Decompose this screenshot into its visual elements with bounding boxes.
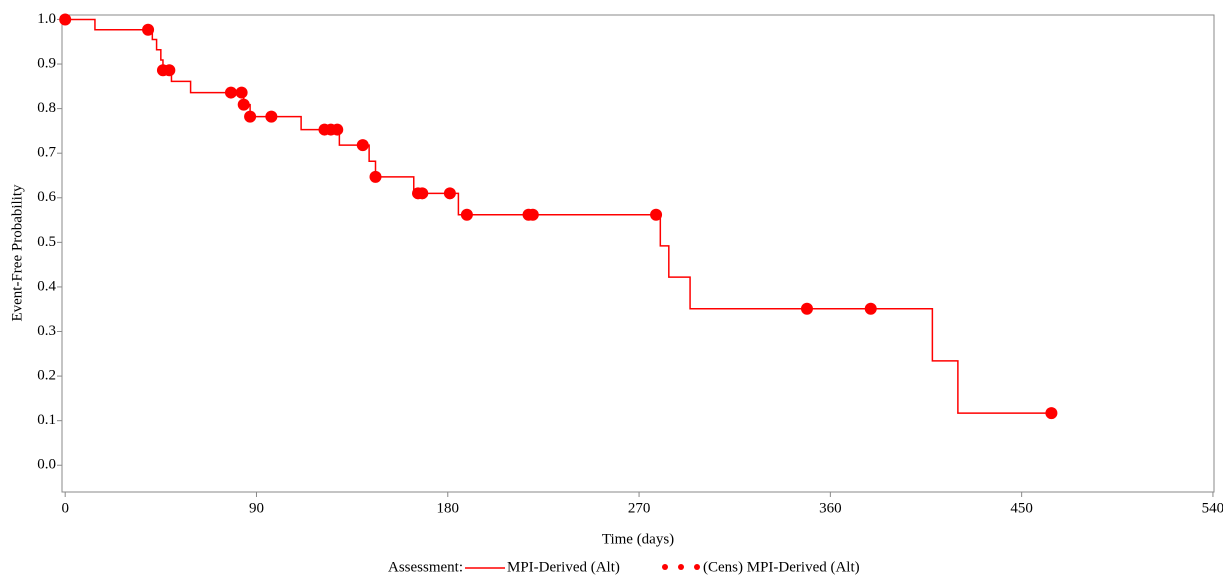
- x-tick-label: 180: [437, 500, 460, 516]
- censor-marker: [224, 86, 237, 99]
- censor-marker: [356, 139, 369, 152]
- censor-marker: [59, 13, 72, 26]
- censor-marker: [331, 123, 344, 136]
- legend-swatch-dot: [694, 564, 700, 570]
- censor-marker: [163, 64, 176, 77]
- y-tick-label: 0.1: [37, 412, 56, 428]
- y-tick-label: 0.6: [37, 189, 56, 205]
- legend-label: (Cens) MPI-Derived (Alt): [703, 559, 860, 575]
- censor-marker: [526, 208, 539, 221]
- x-tick-label: 270: [628, 500, 651, 516]
- censor-marker: [1045, 407, 1058, 420]
- censor-marker: [864, 302, 877, 315]
- y-tick-label: 0.3: [37, 323, 56, 339]
- censor-marker: [237, 98, 250, 111]
- y-tick-label: 0.2: [37, 368, 56, 384]
- x-tick-label: 90: [249, 500, 264, 516]
- x-tick-label: 360: [819, 500, 842, 516]
- survival-curve: [65, 18, 1052, 414]
- legend-swatch-dot: [662, 564, 668, 570]
- censor-marker: [650, 208, 663, 221]
- censor-marker: [800, 302, 813, 315]
- x-tick-label: 540: [1202, 500, 1223, 516]
- censor-marker: [443, 187, 456, 200]
- censor-marker: [416, 187, 429, 200]
- x-axis-label: Time (days): [602, 531, 674, 547]
- censor-marker: [460, 208, 473, 221]
- y-tick-label: 0.9: [37, 55, 56, 71]
- y-tick-label: 0.4: [37, 278, 56, 294]
- legend-swatch-dot: [678, 564, 684, 570]
- censor-marker: [235, 86, 248, 99]
- x-tick-label: 450: [1010, 500, 1033, 516]
- y-tick-label: 0.8: [37, 100, 56, 116]
- legend-title: Assessment:: [388, 559, 463, 575]
- censor-marker: [265, 110, 278, 123]
- plot-frame: [61, 14, 1215, 493]
- legend-label: MPI-Derived (Alt): [507, 559, 620, 575]
- censor-marker: [369, 170, 382, 183]
- censor-marker: [142, 23, 155, 36]
- y-tick-label: 0.5: [37, 234, 56, 250]
- censor-marker: [244, 110, 257, 123]
- y-tick-label: 0.0: [37, 457, 56, 473]
- x-tick-label: 0: [61, 500, 69, 516]
- y-axis-label: Event-Free Probability: [9, 184, 25, 322]
- y-tick-label: 0.7: [37, 145, 56, 161]
- y-tick-label: 1.0: [37, 11, 56, 27]
